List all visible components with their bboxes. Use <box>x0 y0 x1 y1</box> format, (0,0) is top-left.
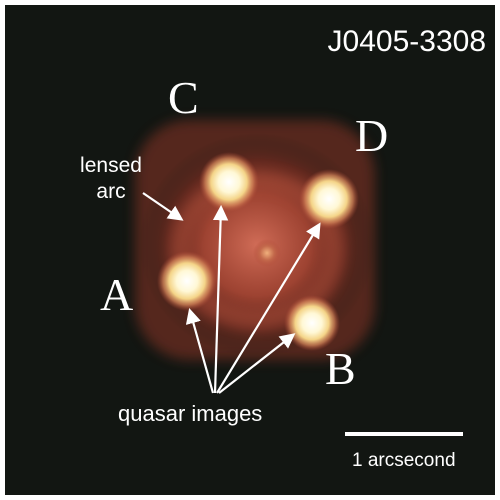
arrow-to-lensed-arc <box>142 192 184 221</box>
quasar-image-c <box>199 152 259 212</box>
lensed-arc-label: lensed arc <box>64 153 158 205</box>
lens-system-graphic <box>135 120 375 394</box>
quasar-image-b <box>284 295 340 351</box>
object-id-label: J0405-3308 <box>327 25 486 58</box>
arrow-to-image-d <box>216 222 321 394</box>
arrow-to-image-b <box>218 333 296 394</box>
image-label-d: D <box>355 110 389 161</box>
scale-bar-label: 1 arcsecond <box>352 450 456 471</box>
image-label-c: C <box>168 72 199 123</box>
scale-bar <box>345 432 463 436</box>
quasar-images-label: quasar images <box>118 401 263 426</box>
lensed-arc-label-line2: arc <box>96 180 126 203</box>
image-label-a: A <box>100 269 134 320</box>
telescope-image <box>5 5 495 495</box>
lensed-arc-label-line1: lensed <box>80 154 142 177</box>
image-label-b: B <box>325 343 356 394</box>
quasar-image-a <box>157 251 217 311</box>
lens-galaxy-core <box>253 239 281 267</box>
arrow-to-image-a <box>185 308 215 394</box>
arrow-to-image-c <box>212 204 229 394</box>
quasar-image-d <box>299 169 359 229</box>
